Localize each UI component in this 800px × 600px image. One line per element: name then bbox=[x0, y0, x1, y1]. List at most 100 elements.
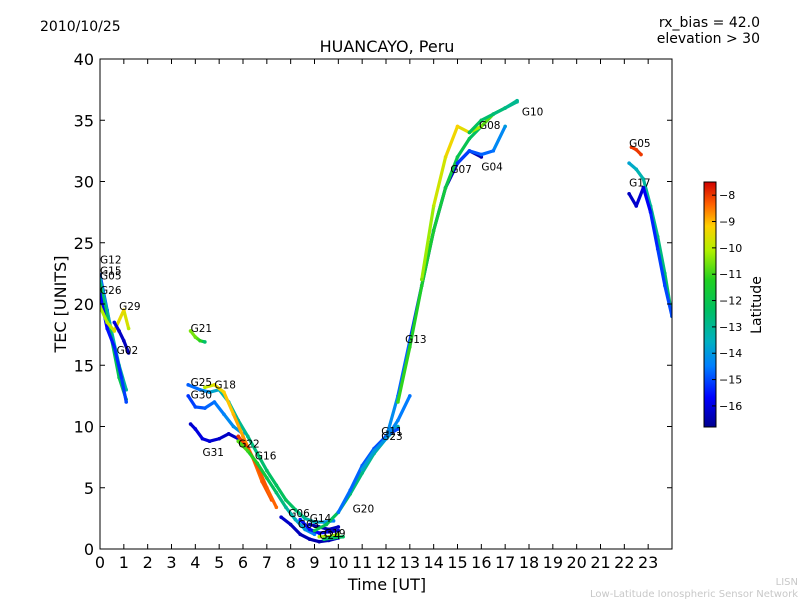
data-point bbox=[627, 191, 631, 196]
data-point bbox=[627, 161, 631, 165]
satellite-label: G13 bbox=[405, 334, 427, 346]
colorbar-ticks: −8 −9 −10 −11 −12 −13 −14 −15 −16 bbox=[712, 189, 742, 413]
series-segment bbox=[105, 326, 116, 349]
data-point bbox=[336, 510, 341, 515]
data-point bbox=[634, 167, 639, 172]
data-point bbox=[479, 152, 484, 157]
series-segment bbox=[467, 118, 483, 135]
series-segment bbox=[274, 483, 288, 502]
data-point bbox=[265, 468, 269, 473]
data-point bbox=[431, 228, 436, 233]
series-segment bbox=[186, 394, 197, 409]
series-segment bbox=[105, 320, 116, 333]
data-point bbox=[515, 98, 519, 103]
data-point bbox=[186, 383, 190, 387]
data-point bbox=[112, 329, 117, 333]
x-axis-label: Time [UT] bbox=[347, 575, 426, 594]
data-point bbox=[117, 329, 121, 333]
series-segment bbox=[455, 124, 472, 135]
data-point bbox=[336, 525, 341, 529]
series-segment bbox=[255, 451, 269, 473]
series-segment bbox=[455, 137, 472, 159]
satellite-label: G07 bbox=[450, 164, 472, 176]
y-tick-label: 30 bbox=[74, 173, 94, 192]
data-point bbox=[255, 451, 260, 456]
satellite-label: G18 bbox=[214, 380, 236, 392]
series-segment bbox=[479, 112, 495, 122]
satellite-label: G26 bbox=[100, 285, 122, 297]
satellite-label: G23 bbox=[381, 431, 403, 443]
series-segment bbox=[186, 383, 202, 392]
colorbar-tick-label: −16 bbox=[719, 400, 742, 413]
data-point bbox=[274, 505, 279, 510]
y-tick-label: 0 bbox=[84, 540, 94, 559]
data-point bbox=[317, 534, 322, 539]
data-point bbox=[112, 320, 117, 325]
data-point bbox=[245, 449, 250, 453]
colorbar-tick-label: −14 bbox=[719, 347, 742, 360]
series-G08 bbox=[419, 106, 507, 282]
y-tick-label: 40 bbox=[74, 50, 94, 69]
y-axis-label: TEC [UNITS] bbox=[51, 256, 70, 354]
data-point bbox=[312, 528, 317, 533]
data-point bbox=[431, 204, 436, 208]
data-point bbox=[331, 536, 336, 540]
series-segment bbox=[100, 304, 109, 324]
series-segment bbox=[656, 247, 667, 288]
colorbar bbox=[703, 181, 717, 428]
data-point bbox=[231, 412, 236, 417]
colorbar-tick-label: −9 bbox=[719, 216, 735, 229]
series-G04 bbox=[455, 124, 507, 165]
data-point bbox=[336, 528, 341, 533]
rx-bias-label: rx_bias = 42.0 bbox=[659, 15, 760, 31]
satellite-label: G05 bbox=[629, 138, 651, 150]
series-segment bbox=[479, 149, 495, 157]
x-tick-label: 13 bbox=[400, 553, 420, 572]
data-point bbox=[203, 340, 207, 344]
colorbar-tick-label: −10 bbox=[719, 242, 742, 255]
satellite-label: G22 bbox=[238, 438, 260, 450]
series-segment bbox=[648, 210, 660, 251]
series-segment bbox=[212, 383, 226, 394]
data-point bbox=[188, 329, 193, 333]
series-segment bbox=[627, 192, 638, 208]
x-tick-label: 6 bbox=[238, 553, 248, 572]
data-point bbox=[265, 485, 269, 490]
series-segment bbox=[348, 471, 364, 496]
x-tick-label: 7 bbox=[262, 553, 272, 572]
data-point bbox=[288, 522, 293, 527]
series-segment bbox=[265, 476, 278, 495]
series-segment bbox=[656, 235, 667, 275]
series-segment bbox=[372, 434, 388, 451]
data-point bbox=[455, 155, 460, 159]
data-point bbox=[226, 432, 231, 436]
data-point bbox=[203, 385, 207, 390]
series-G24 bbox=[322, 534, 345, 541]
satellite-label: G20 bbox=[353, 503, 375, 515]
series-segment bbox=[193, 427, 205, 441]
data-point bbox=[341, 534, 345, 539]
series-segment bbox=[663, 284, 672, 318]
x-tick-label: 22 bbox=[614, 553, 634, 572]
data-point bbox=[122, 338, 126, 343]
data-point bbox=[126, 326, 131, 331]
data-point bbox=[372, 449, 376, 453]
colorbar-tick-label: −12 bbox=[719, 295, 742, 308]
series-segment bbox=[396, 394, 412, 422]
y-tick-label: 10 bbox=[74, 418, 94, 437]
data-point bbox=[336, 532, 341, 537]
elevation-label: elevation > 30 bbox=[657, 31, 760, 47]
series-segment bbox=[246, 434, 259, 456]
data-point bbox=[198, 387, 202, 392]
series-segment bbox=[443, 124, 460, 159]
data-point bbox=[396, 400, 400, 404]
satellite-label: G16 bbox=[255, 451, 277, 463]
data-point bbox=[188, 422, 193, 426]
satellite-label: G03 bbox=[298, 519, 320, 531]
data-point bbox=[360, 467, 364, 472]
x-tick-label: 4 bbox=[190, 553, 200, 572]
data-point bbox=[360, 471, 364, 475]
x-tick-label: 0 bbox=[95, 553, 105, 572]
y-tick-label: 5 bbox=[84, 479, 94, 498]
series-segment bbox=[455, 149, 472, 165]
